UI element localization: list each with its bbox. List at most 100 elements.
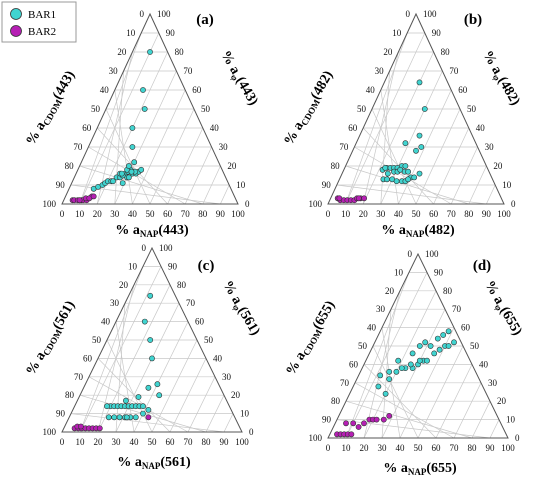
tick-label-right: 90 xyxy=(434,267,444,277)
tick-label-bottom: 0 xyxy=(326,443,331,453)
tick-label-bottom: 50 xyxy=(148,437,158,447)
data-point-bar1 xyxy=(105,414,112,421)
data-point-bar2 xyxy=(76,197,83,204)
series-bar2 xyxy=(334,195,367,204)
tick-label-left: 60 xyxy=(349,359,359,369)
data-point-bar1 xyxy=(147,337,154,343)
data-point-bar1 xyxy=(145,406,152,413)
tick-label-right: 70 xyxy=(449,66,459,76)
tick-label-bottom: 60 xyxy=(163,209,173,219)
tick-label-left: 30 xyxy=(375,66,385,76)
tick-label-right: 100 xyxy=(159,243,173,253)
data-point-bar1 xyxy=(398,365,405,371)
data-point-bar2 xyxy=(361,420,367,427)
data-point-bar1 xyxy=(125,174,132,181)
data-point-bar1 xyxy=(397,166,404,173)
data-point-bar2 xyxy=(380,416,387,423)
data-point-bar1 xyxy=(402,163,409,169)
tick-label-left: 100 xyxy=(43,427,57,437)
tick-label-right: 60 xyxy=(461,323,471,333)
tick-label-left: 90 xyxy=(56,409,66,419)
tick-label-left: 40 xyxy=(366,85,376,95)
tick-label-left: 0 xyxy=(408,249,413,259)
tick-label-bottom: 40 xyxy=(130,437,140,447)
tick-label-left: 70 xyxy=(73,142,83,152)
tick-label-bottom: 30 xyxy=(378,443,388,453)
tick-label-right: 80 xyxy=(177,280,187,290)
tick-label-bottom: 100 xyxy=(497,209,511,219)
tick-label-left: 70 xyxy=(74,372,84,382)
axis-title-right: % aφ(482) xyxy=(479,48,523,109)
data-point-bar1 xyxy=(422,339,429,346)
triangle-frame xyxy=(61,246,243,433)
legend: BAR1 BAR2 xyxy=(1,1,77,43)
tick-label-bottom: 90 xyxy=(220,437,230,447)
data-point-bar1 xyxy=(104,403,110,410)
axis-title-right: % aφ(561) xyxy=(219,278,263,339)
data-point-bar2 xyxy=(350,420,357,427)
tick-label-right: 40 xyxy=(479,359,489,369)
tick-label-bottom: 90 xyxy=(482,209,492,219)
data-point-bar1 xyxy=(416,79,423,86)
triangle-frame xyxy=(327,12,505,205)
tick-label-left: 30 xyxy=(376,304,386,314)
legend-label-bar2: BAR2 xyxy=(28,26,56,38)
tick-label-left: 20 xyxy=(117,47,127,57)
tick-label-left: 60 xyxy=(83,353,93,363)
tick-label-right: 100 xyxy=(425,249,439,259)
tick-label-bottom: 10 xyxy=(76,437,86,447)
tick-label-left: 0 xyxy=(406,9,411,19)
data-point-bar1 xyxy=(386,368,393,375)
axis-title-bottom: % aNAP(443) xyxy=(115,223,189,239)
data-point-bar1 xyxy=(140,410,146,417)
data-point-bar1 xyxy=(431,350,438,357)
tick-label-bottom: 80 xyxy=(198,209,208,219)
data-point-bar1 xyxy=(416,132,423,139)
tick-label-left: 50 xyxy=(358,341,368,351)
tick-label-right: 90 xyxy=(168,261,178,271)
tick-label-right: 50 xyxy=(470,341,480,351)
data-point-bar1 xyxy=(145,384,152,391)
data-point-bar2 xyxy=(355,195,362,202)
tick-label-bottom: 0 xyxy=(326,209,331,219)
tick-label-bottom: 30 xyxy=(376,209,386,219)
tick-label-left: 60 xyxy=(348,123,358,133)
tick-label-left: 90 xyxy=(56,180,66,190)
tick-label-left: 80 xyxy=(65,161,75,171)
triangle-frame xyxy=(327,252,509,439)
legend-marker-bar2 xyxy=(10,25,22,37)
tick-label-right: 30 xyxy=(485,142,495,152)
data-point-bar2 xyxy=(96,425,103,432)
tick-label-right: 30 xyxy=(488,378,498,388)
series-bar1 xyxy=(375,328,457,397)
tick-label-bottom: 70 xyxy=(181,209,191,219)
data-point-bar1 xyxy=(395,357,402,364)
data-point-bar1 xyxy=(445,343,452,349)
tick-label-right: 80 xyxy=(443,286,453,296)
tick-label-left: 10 xyxy=(394,267,404,277)
tick-label-right: 0 xyxy=(249,427,254,437)
tick-label-right: 80 xyxy=(175,47,185,57)
tick-label-left: 50 xyxy=(91,104,101,114)
data-point-bar1 xyxy=(386,376,393,382)
data-point-bar1 xyxy=(411,174,418,181)
data-point-bar2 xyxy=(386,412,393,419)
tick-label-left: 40 xyxy=(101,317,111,327)
tick-label-right: 50 xyxy=(204,335,214,345)
tick-label-right: 40 xyxy=(213,353,223,363)
data-point-bar1 xyxy=(375,383,382,390)
tick-label-right: 80 xyxy=(441,47,451,57)
tick-label-right: 0 xyxy=(515,433,520,443)
tick-label-right: 40 xyxy=(210,123,220,133)
tick-label-right: 10 xyxy=(240,409,250,419)
tick-label-left: 40 xyxy=(367,323,377,333)
data-point-bar1 xyxy=(111,414,118,421)
tick-label-left: 90 xyxy=(322,415,332,425)
tick-label-left: 90 xyxy=(322,180,332,190)
tick-label-bottom: 50 xyxy=(412,209,422,219)
data-point-bar1 xyxy=(409,350,416,357)
tick-label-left: 80 xyxy=(65,390,75,400)
